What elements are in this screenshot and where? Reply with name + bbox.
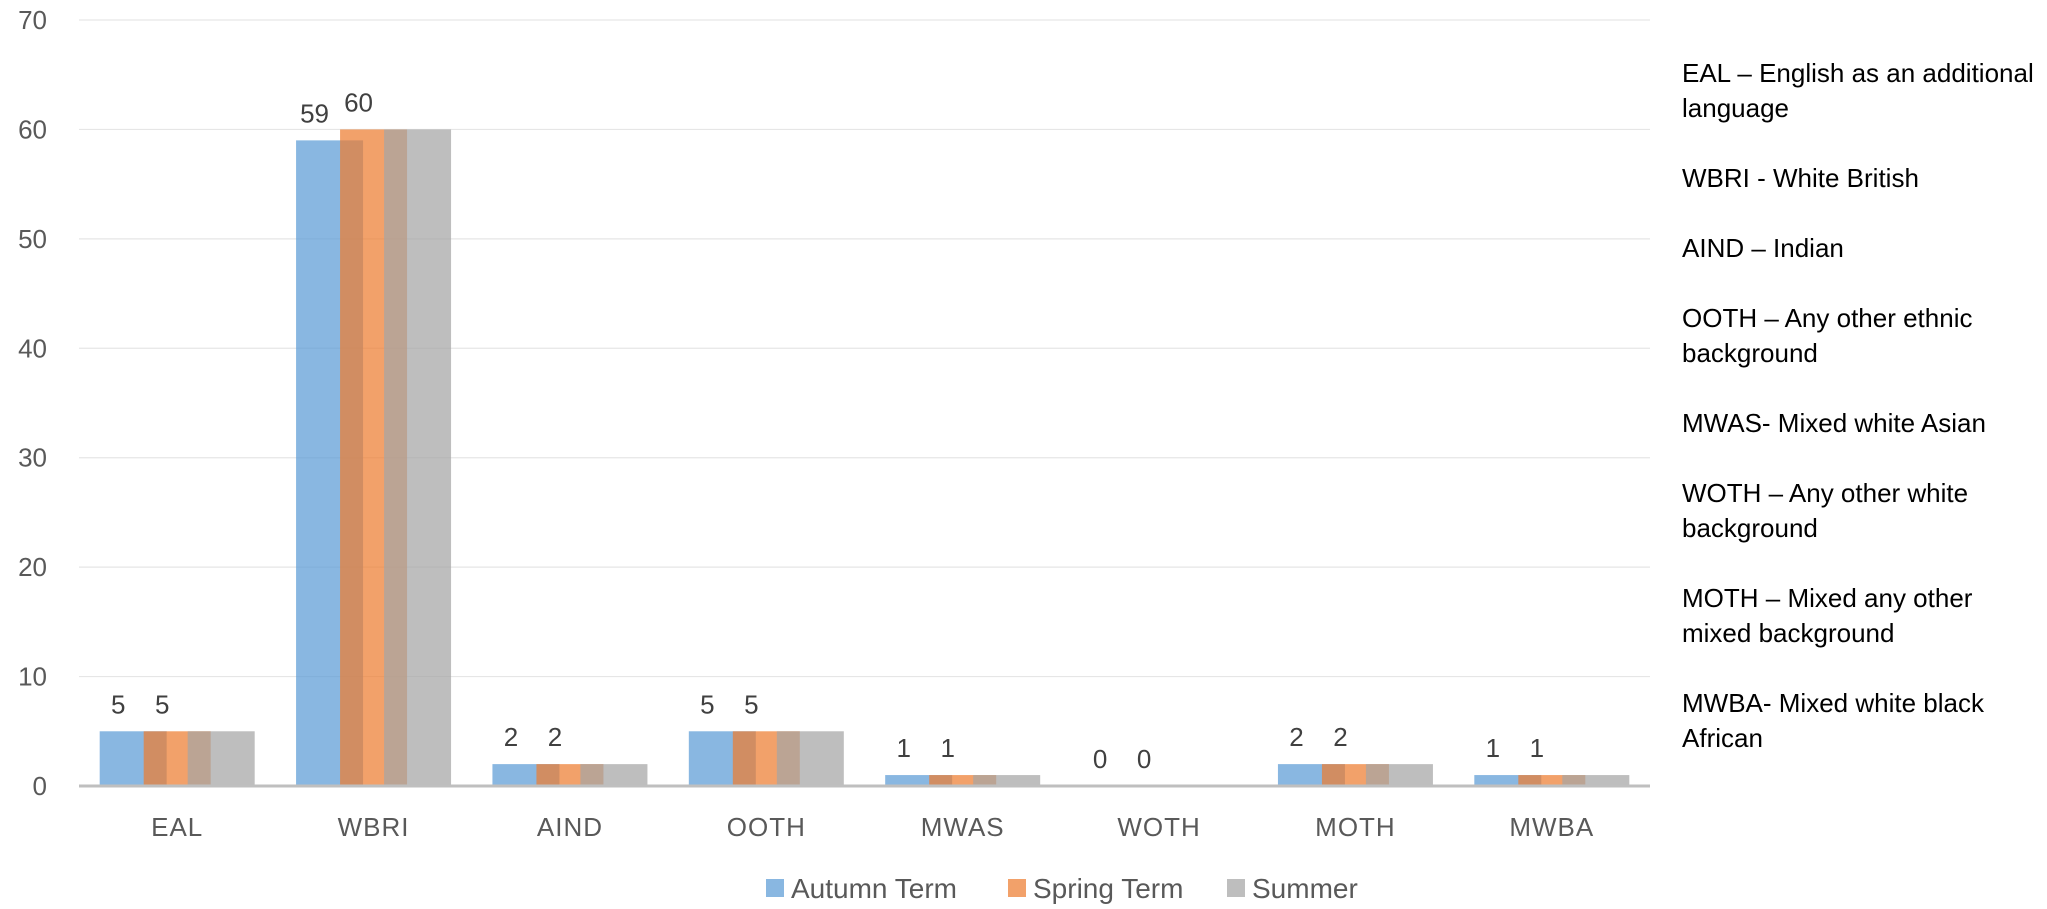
x-tick-label: WBRI xyxy=(338,812,410,842)
data-label: 1 xyxy=(896,733,910,763)
note-ooth: OOTH – Any other ethnic background xyxy=(1682,301,2042,371)
note-woth: WOTH – Any other white background xyxy=(1682,476,2042,546)
abbreviation-notes: EAL – English as an additional language … xyxy=(1682,56,2042,791)
legend-swatch xyxy=(766,879,784,897)
data-label: 60 xyxy=(344,87,373,117)
y-tick-label: 10 xyxy=(18,662,47,692)
data-label: 5 xyxy=(700,689,714,719)
note-aind: AIND – Indian xyxy=(1682,231,2042,266)
x-tick-label: EAL xyxy=(151,812,203,842)
bar-summer xyxy=(580,764,647,786)
x-tick-label: AIND xyxy=(537,812,603,842)
legend: Autumn Term Spring Term Summer xyxy=(766,873,1358,904)
note-moth: MOTH – Mixed any other mixed background xyxy=(1682,581,2042,651)
bar-summer xyxy=(973,775,1040,786)
note-eal: EAL – English as an additional language xyxy=(1682,56,2042,126)
x-tick-label: OOTH xyxy=(727,812,806,842)
data-label: 1 xyxy=(1486,733,1500,763)
y-tick-label: 20 xyxy=(18,552,47,582)
y-tick-label: 50 xyxy=(18,224,47,254)
data-label: 2 xyxy=(1289,722,1303,752)
legend-label: Summer xyxy=(1252,873,1358,904)
data-label: 5 xyxy=(111,689,125,719)
legend-swatch xyxy=(1008,879,1026,897)
note-mwba: MWBA- Mixed white black African xyxy=(1682,686,2042,756)
y-tick-label: 30 xyxy=(18,443,47,473)
legend-label: Autumn Term xyxy=(791,873,957,904)
bar-summer xyxy=(384,129,451,786)
legend-label: Spring Term xyxy=(1033,873,1183,904)
data-label: 5 xyxy=(155,689,169,719)
data-label: 1 xyxy=(940,733,954,763)
data-label: 59 xyxy=(300,98,329,128)
bar-summer xyxy=(777,731,844,786)
data-label: 2 xyxy=(1333,722,1347,752)
data-label: 2 xyxy=(548,722,562,752)
legend-swatch xyxy=(1227,879,1245,897)
y-tick-label: 60 xyxy=(18,114,47,144)
x-tick-label: MWBA xyxy=(1509,812,1594,842)
x-tick-label: MOTH xyxy=(1315,812,1396,842)
y-tick-label: 70 xyxy=(18,5,47,35)
bar-summer xyxy=(1366,764,1433,786)
note-mwas: MWAS- Mixed white Asian xyxy=(1682,406,2042,441)
x-tick-label: MWAS xyxy=(921,812,1005,842)
y-axis-ticks: 0 10 20 30 40 50 60 70 xyxy=(18,5,47,801)
note-wbri: WBRI - White British xyxy=(1682,161,2042,196)
bar-summer xyxy=(1562,775,1629,786)
data-label: 5 xyxy=(744,689,758,719)
data-label: 2 xyxy=(504,722,518,752)
data-label: 1 xyxy=(1530,733,1544,763)
x-tick-label: WOTH xyxy=(1117,812,1200,842)
y-tick-label: 40 xyxy=(18,333,47,363)
data-label: 0 xyxy=(1093,744,1107,774)
bar-summer xyxy=(188,731,255,786)
data-label: 0 xyxy=(1137,744,1151,774)
y-tick-label: 0 xyxy=(33,771,47,801)
x-axis-ticks: EAL WBRI AIND OOTH MWAS WOTH MOTH MWBA xyxy=(151,812,1594,842)
